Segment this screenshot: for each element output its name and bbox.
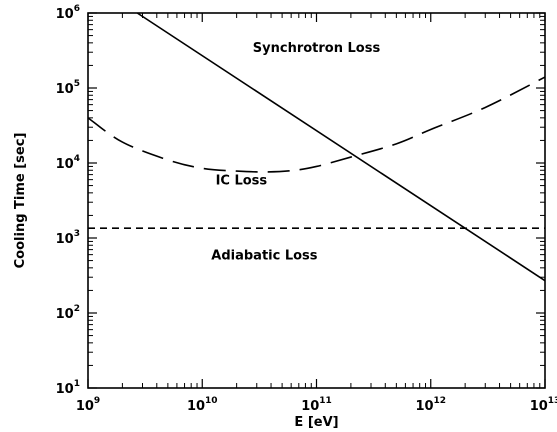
- tick-marks: [87, 12, 546, 389]
- x-tick-exponent: 13: [548, 396, 557, 406]
- y-tick-exponent: 4: [74, 154, 80, 164]
- annotation-label: Synchrotron Loss: [253, 41, 381, 56]
- x-tick-exponent: 10: [205, 396, 218, 406]
- x-tick-label: 1010: [187, 396, 218, 414]
- x-tick-labels: 1091010101110121013: [76, 396, 557, 414]
- x-tick-label: 1011: [301, 396, 332, 414]
- x-tick-exponent: 9: [94, 396, 100, 406]
- y-tick-exponent: 2: [74, 304, 80, 314]
- y-tick-label: 103: [56, 229, 80, 247]
- x-axis-title: E [eV]: [294, 415, 338, 430]
- plot-frame: [87, 12, 546, 389]
- y-tick-label: 105: [56, 79, 80, 97]
- y-axis-title: Cooling Time [sec]: [13, 133, 28, 269]
- y-tick-base: 10: [56, 382, 74, 397]
- x-tick-exponent: 11: [319, 396, 332, 406]
- x-tick-base: 10: [187, 399, 205, 414]
- x-tick-base: 10: [301, 399, 319, 414]
- y-tick-base: 10: [56, 82, 74, 97]
- y-tick-base: 10: [56, 7, 74, 22]
- x-tick-label: 109: [76, 396, 100, 414]
- series-line-long-dash: [87, 76, 546, 173]
- series-line-solid: [136, 12, 546, 282]
- x-tick-base: 10: [415, 399, 433, 414]
- y-tick-exponent: 3: [74, 229, 80, 239]
- y-tick-label: 106: [56, 4, 80, 22]
- annotations: Synchrotron Loss IC Loss Adiabatic Loss: [211, 41, 380, 263]
- y-tick-exponent: 6: [74, 4, 80, 14]
- annotation-label: Adiabatic Loss: [211, 248, 318, 263]
- y-tick-exponent: 5: [74, 79, 80, 89]
- y-tick-exponent: 1: [74, 379, 80, 389]
- y-tick-label: 102: [56, 304, 80, 322]
- annotation-label: IC Loss: [216, 173, 268, 188]
- x-tick-label: 1012: [415, 396, 446, 414]
- y-tick-base: 10: [56, 232, 74, 247]
- y-tick-label: 101: [56, 379, 80, 397]
- x-tick-base: 10: [530, 399, 548, 414]
- series-group: [87, 12, 546, 282]
- y-tick-base: 10: [56, 157, 74, 172]
- x-tick-exponent: 12: [434, 396, 447, 406]
- x-tick-label: 1013: [530, 396, 557, 414]
- y-tick-base: 10: [56, 307, 74, 322]
- y-tick-label: 104: [56, 154, 80, 172]
- x-tick-base: 10: [76, 399, 94, 414]
